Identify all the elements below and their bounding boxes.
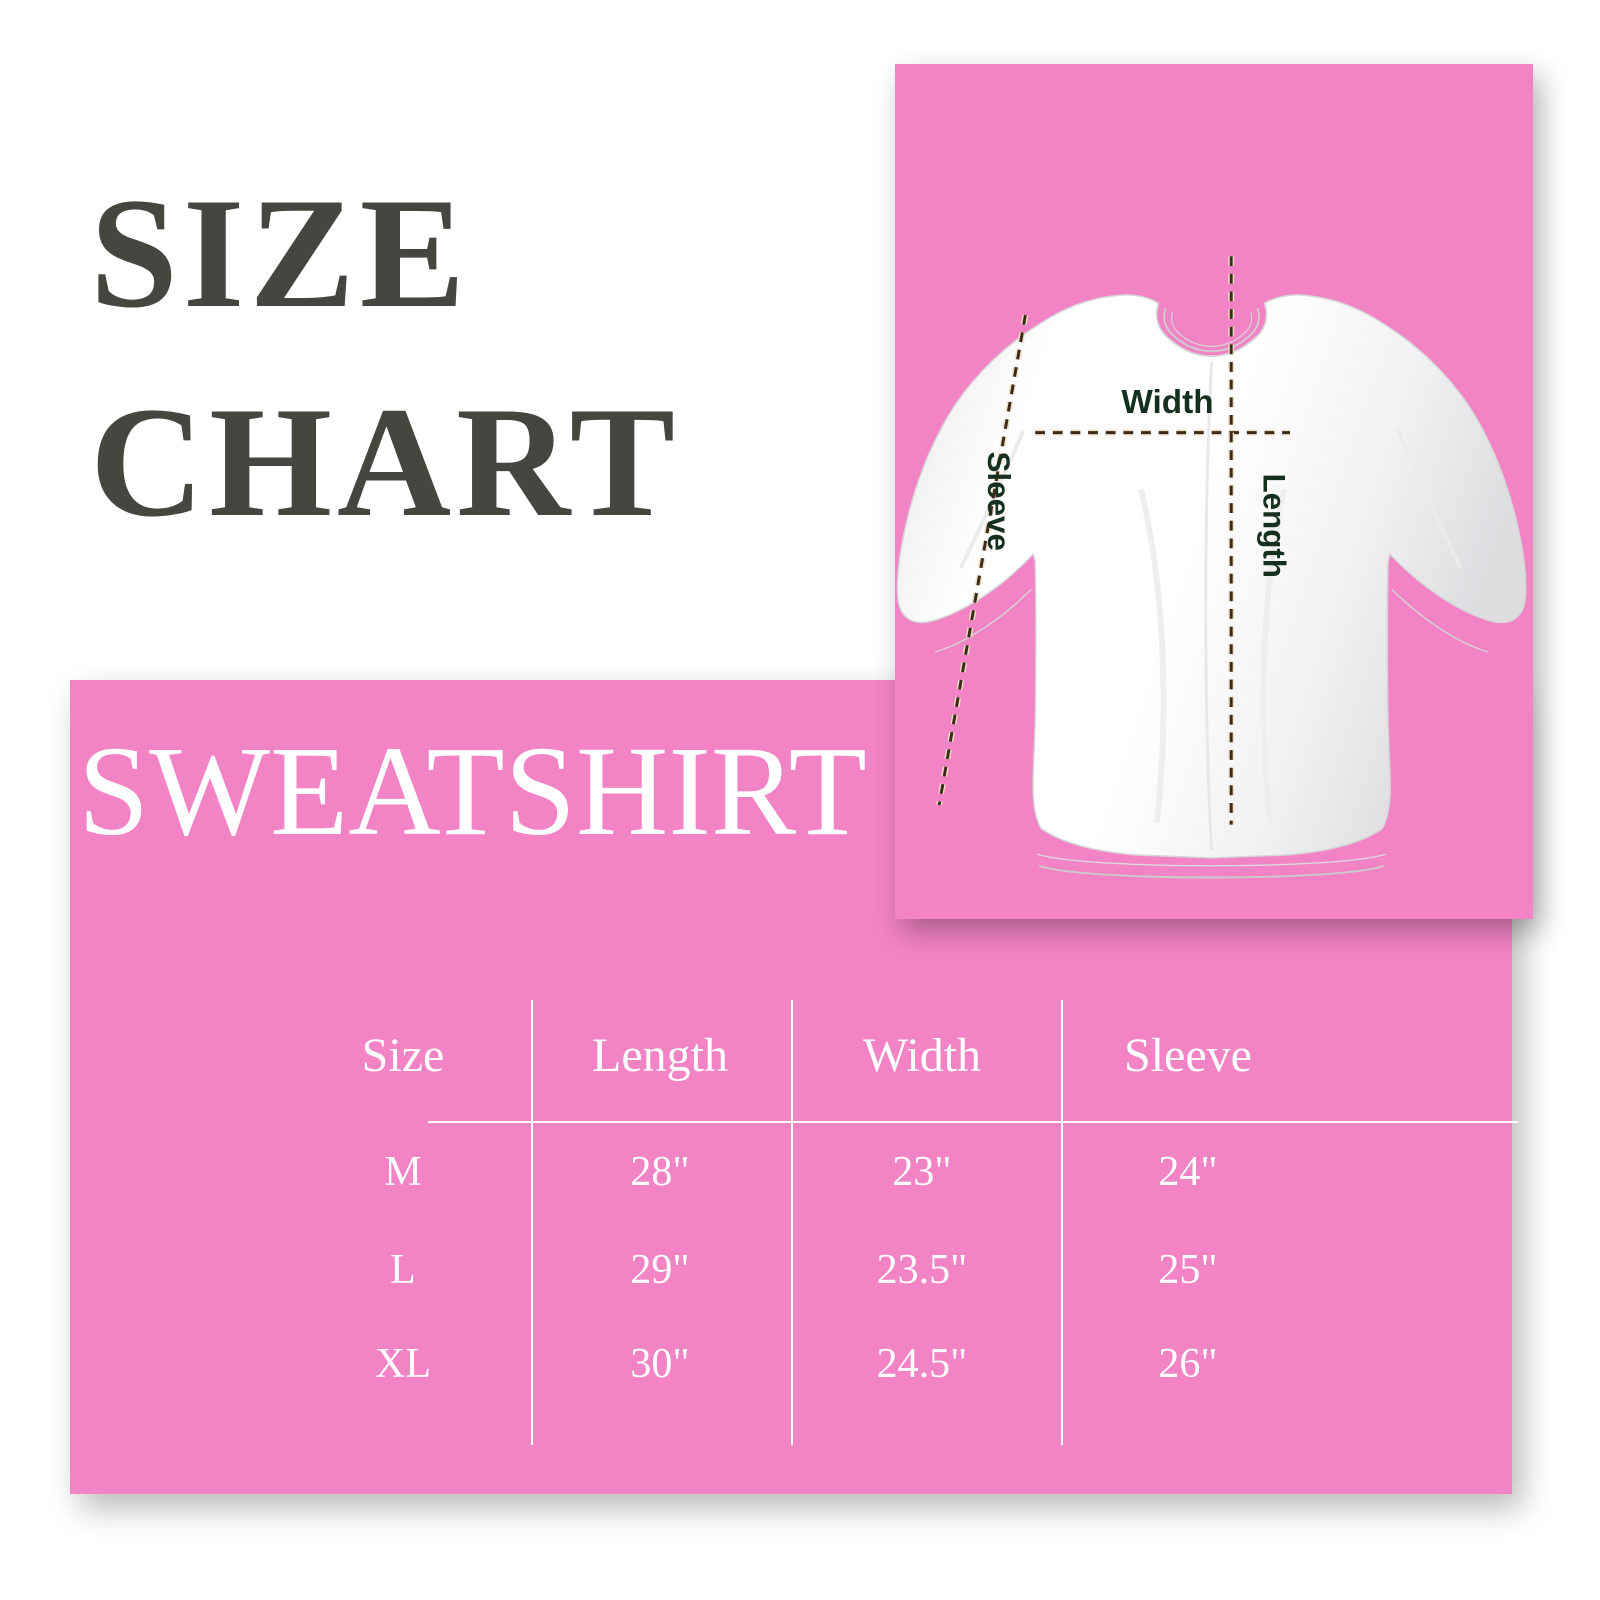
svg-text:Length: Length [1257, 473, 1292, 578]
svg-text:Sleeve: Sleeve [981, 451, 1016, 550]
svg-text:Width: Width [1121, 384, 1213, 421]
